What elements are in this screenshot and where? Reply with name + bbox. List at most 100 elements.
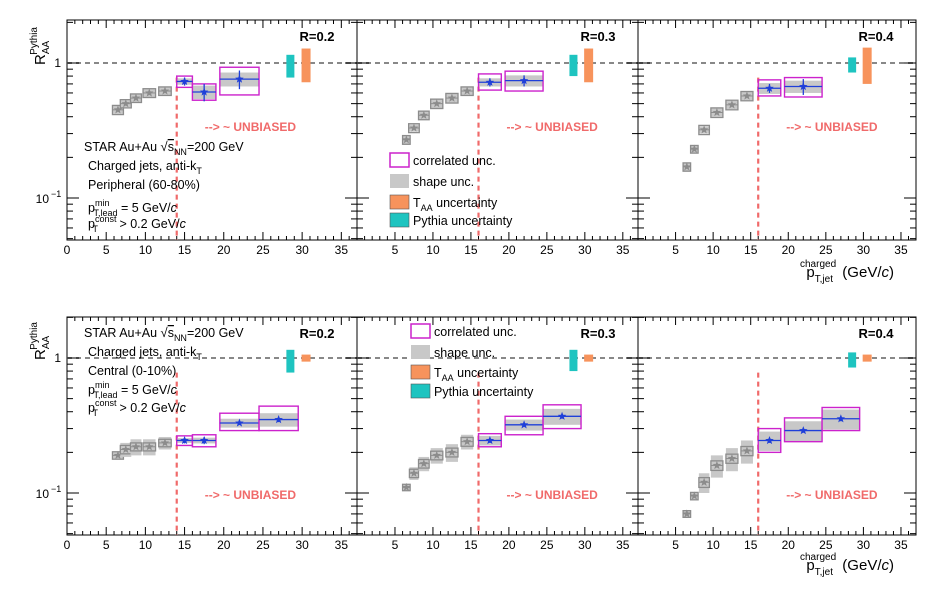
biased-point	[113, 105, 123, 114]
x-tick-label: 35	[616, 243, 630, 257]
biased-point	[419, 459, 429, 468]
info-peripheral: STAR Au+Au √sNN=200 GeV Charged jets, an…	[84, 139, 244, 234]
biased-point	[131, 93, 141, 102]
biased-point	[121, 445, 131, 454]
x-tick-label: 20	[502, 243, 516, 257]
info-line-const-cut: pconst T > 0.2 GeV/c	[88, 214, 187, 234]
biased-point	[727, 100, 737, 109]
biased-point	[727, 454, 737, 463]
unbiased-point	[765, 83, 774, 92]
biased-point	[462, 86, 472, 95]
x-tick-label: 25	[540, 243, 554, 257]
unbiased-correlated-box	[258, 405, 299, 432]
legend-label-pythia: Pythia uncertainty	[434, 385, 534, 399]
unbiased-point	[199, 435, 209, 445]
x-tick-label: 10	[139, 243, 153, 257]
biased-point	[699, 477, 709, 486]
pythia-uncertainty-band	[286, 54, 295, 78]
y-tick-label-1: 1	[54, 56, 61, 70]
pythia-uncertainty-band	[569, 349, 578, 372]
x-tick-label: 10	[426, 243, 440, 257]
unbiased-point	[274, 415, 283, 424]
x-tick-label: 5	[103, 538, 110, 552]
legend-swatch-taa	[389, 194, 410, 210]
unbiased-point	[485, 435, 495, 445]
taa-uncertainty-band	[301, 354, 311, 362]
x-tick-label: 25	[819, 243, 833, 257]
x-tick-label: 35	[616, 538, 630, 552]
unbiased-point	[485, 77, 495, 86]
taa-uncertainty-band	[584, 354, 594, 362]
info-line-lead-cut: pmin T,lead = 5 GeV/c	[88, 198, 178, 218]
legend-swatch-shape	[390, 174, 409, 188]
unbiased-label: --> ~ UNBIASED	[507, 120, 599, 134]
legend-bottom: correlated unc. shape unc. TAA uncertain…	[410, 323, 534, 399]
pythia-uncertainty-band	[569, 54, 578, 77]
x-tick-label: 5	[392, 538, 399, 552]
x-tick-label: 15	[744, 243, 758, 257]
radius-label: R=0.3	[580, 29, 615, 44]
unbiased-correlated-box	[783, 76, 823, 98]
x-tick-label: 0	[64, 538, 71, 552]
radius-label: R=0.2	[299, 326, 334, 341]
legend-label-correlated: correlated unc.	[413, 154, 496, 168]
x-tick-label: 35	[894, 538, 908, 552]
y-tick-label-exp: −1	[51, 484, 61, 494]
panel-central-r03: 5 10 15 20 25 30 35 --> ~ UNBIASED R=0.3	[356, 316, 639, 552]
legend-label-correlated: correlated unc.	[434, 325, 517, 339]
x-tick-label: 35	[335, 538, 349, 552]
unbiased-point	[519, 76, 529, 85]
y-tick-label-exp: −1	[51, 189, 61, 199]
info-line-collision: STAR Au+Au √sNN=200 GeV	[84, 139, 244, 157]
biased-point	[447, 93, 457, 102]
pythia-uncertainty-band	[848, 57, 857, 73]
info-line-jets: Charged jets, anti-kT	[88, 159, 202, 176]
biased-point	[121, 99, 131, 108]
biased-point	[742, 91, 752, 100]
biased-point	[432, 99, 442, 108]
biased-point	[160, 438, 170, 447]
unbiased-point	[799, 426, 808, 435]
biased-point	[712, 460, 722, 470]
x-tick-label: 10	[139, 538, 153, 552]
unbiased-point	[519, 420, 529, 429]
x-tick-label: 30	[578, 243, 592, 257]
panel-frame	[637, 19, 917, 241]
info-central: STAR Au+Au √sNN=200 GeV Charged jets, an…	[84, 325, 244, 418]
biased-point	[690, 144, 699, 153]
biased-point	[113, 450, 123, 460]
x-tick-label: 20	[502, 538, 516, 552]
unbiased-point	[235, 74, 244, 83]
x-tick-label: 30	[857, 243, 871, 257]
panel-peripheral-r03: 5 10 15 20 25 30 35 --> ~ UNBIASED R=0.3	[356, 19, 639, 257]
radius-label: R=0.4	[858, 326, 894, 341]
y-axis-label-top: RAAPythia	[29, 27, 52, 65]
x-tick-label: 5	[672, 538, 679, 552]
biased-point	[742, 446, 752, 455]
unbiased-point	[199, 87, 209, 96]
x-tick-label: 20	[782, 538, 796, 552]
panel-peripheral-r04: 5 10 15 20 25 30 35 --> ~ UNBIASED R=0.4	[637, 19, 917, 257]
radius-label: R=0.4	[858, 29, 894, 44]
unbiased-label: --> ~ UNBIASED	[205, 120, 297, 134]
y-tick-label-1: 1	[54, 351, 61, 365]
biased-point	[402, 135, 411, 144]
unbiased-point	[180, 435, 189, 445]
x-tick-label: 30	[578, 538, 592, 552]
biased-point	[409, 123, 419, 132]
legend-top: correlated unc. shape unc. TAA uncertain…	[389, 152, 513, 228]
biased-point	[432, 450, 442, 460]
radius-label: R=0.3	[580, 326, 615, 341]
x-tick-label: 25	[256, 538, 270, 552]
biased-point	[699, 125, 709, 134]
info-line-jets: Charged jets, anti-kT	[88, 345, 202, 362]
legend-swatch-correlated	[410, 323, 431, 339]
unbiased-point	[765, 435, 774, 445]
x-tick-label: 35	[894, 243, 908, 257]
panel-frame	[637, 316, 917, 536]
legend-label-pythia: Pythia uncertainty	[413, 214, 513, 228]
taa-uncertainty-band	[301, 48, 311, 83]
x-tick-label: 35	[335, 243, 349, 257]
